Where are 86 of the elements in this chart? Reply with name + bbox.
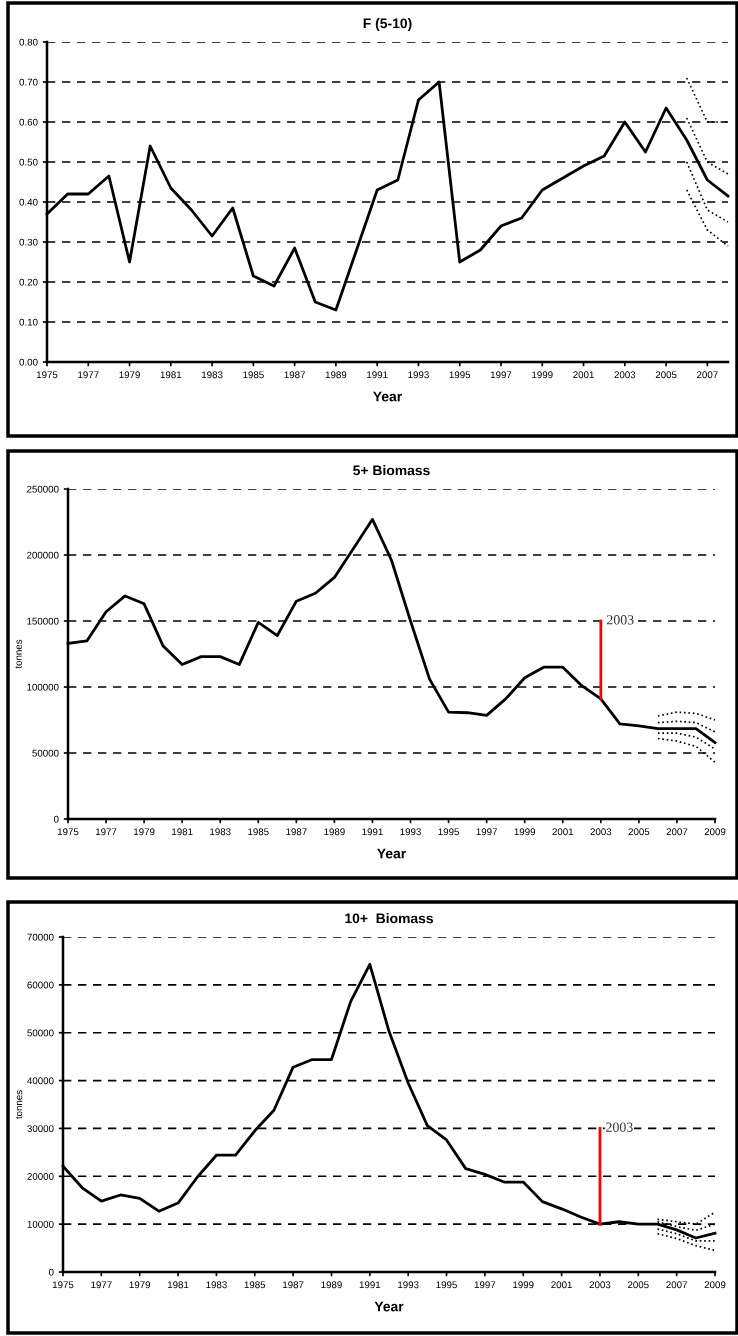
x-axis-title: Year <box>373 391 402 402</box>
y-tick-label: 0.10 <box>19 318 38 326</box>
x-tick-label: 1997 <box>490 371 512 379</box>
y-tick-label: 40000 <box>27 1077 54 1085</box>
x-tick-label: 1993 <box>398 1281 419 1289</box>
x-axis-title: Year <box>374 1301 404 1312</box>
y-tick-label: 50000 <box>32 749 59 757</box>
x-tick-label: 2001 <box>551 1281 572 1289</box>
x-tick-label: 1995 <box>436 1281 457 1289</box>
chart-title: 10+ Biomass <box>345 913 434 924</box>
y-tick-label: 10000 <box>27 1220 54 1228</box>
x-tick-label: 2007 <box>666 828 688 836</box>
y-axis-title: tonnes <box>15 1090 23 1119</box>
x-tick-label: 1981 <box>172 828 193 836</box>
x-tick-label: 1987 <box>283 1281 304 1289</box>
x-tick-label: 1985 <box>248 828 269 836</box>
x-axis-title: Year <box>377 848 406 859</box>
x-tick-label: 2001 <box>552 828 574 836</box>
x-tick-label: 2009 <box>704 828 726 836</box>
y-tick-label: 0.50 <box>19 158 38 166</box>
x-tick-label: 1987 <box>286 828 307 836</box>
x-tick-label: 1975 <box>36 371 58 379</box>
x-tick-label: 2005 <box>627 1281 649 1289</box>
y-tick-label: 250000 <box>27 485 59 493</box>
y-tick-label: 200000 <box>27 551 59 559</box>
x-tick-label: 1979 <box>129 1281 151 1289</box>
x-tick-label: 1977 <box>95 828 117 836</box>
x-tick-label: 1991 <box>367 371 388 379</box>
x-tick-label: 1991 <box>362 828 383 836</box>
x-tick-label: 1981 <box>160 371 182 379</box>
y-tick-label: 50000 <box>27 1029 54 1037</box>
x-tick-label: 2001 <box>573 371 594 379</box>
y-tick-label: 30000 <box>27 1125 54 1133</box>
x-tick-label: 2005 <box>655 371 677 379</box>
x-tick-label: 1989 <box>325 371 347 379</box>
y-tick-label: 70000 <box>27 933 54 941</box>
y-tick-label: 150000 <box>27 617 59 625</box>
x-tick-label: 1997 <box>474 1281 496 1289</box>
x-tick-label: 1993 <box>400 828 421 836</box>
annotation: 2003 <box>606 615 634 625</box>
x-tick-label: 1977 <box>78 371 99 379</box>
x-tick-label: 1995 <box>449 371 471 379</box>
x-tick-label: 1991 <box>359 1281 381 1289</box>
x-tick-label: 1997 <box>476 828 497 836</box>
x-tick-label: 2009 <box>704 1281 726 1289</box>
x-tick-label: 1977 <box>91 1281 112 1289</box>
x-tick-label: 1987 <box>284 371 305 379</box>
y-tick-label: 0 <box>48 1268 54 1276</box>
y-tick-label: 0.20 <box>19 278 38 286</box>
y-tick-label: 100000 <box>27 683 59 691</box>
x-tick-label: 2007 <box>697 371 718 379</box>
x-tick-label: 1999 <box>532 371 553 379</box>
x-tick-label: 1983 <box>206 1281 227 1289</box>
y-tick-label: 20000 <box>27 1173 54 1180</box>
x-tick-label: 1975 <box>52 1281 74 1289</box>
y-tick-label: 0 <box>53 815 59 823</box>
y-axis-title: tonnes <box>15 639 22 669</box>
y-tick-label: 0.00 <box>19 358 38 366</box>
x-tick-label: 1975 <box>57 828 79 836</box>
x-tick-label: 2007 <box>666 1281 687 1289</box>
x-tick-label: 1985 <box>243 371 264 379</box>
x-tick-label: 1983 <box>210 828 231 836</box>
x-tick-label: 1995 <box>438 828 459 836</box>
chart-title: F (5-10) <box>363 18 412 31</box>
annotation: 2003 <box>606 1122 633 1132</box>
x-tick-label: 1979 <box>119 371 140 379</box>
y-tick-label: 60000 <box>27 981 54 989</box>
x-tick-label: 1981 <box>167 1281 189 1289</box>
x-tick-label: 1983 <box>202 371 223 379</box>
x-tick-label: 1993 <box>408 371 429 379</box>
x-tick-label: 1985 <box>244 1281 266 1289</box>
y-tick-label: 0.60 <box>19 118 38 126</box>
y-tick-label: 0.70 <box>19 78 38 86</box>
x-tick-label: 1999 <box>514 828 536 836</box>
x-tick-label: 2003 <box>614 371 636 379</box>
x-tick-label: 1999 <box>513 1281 534 1289</box>
x-tick-label: 2003 <box>590 828 612 836</box>
x-tick-label: 2005 <box>628 828 650 836</box>
y-tick-label: 0.30 <box>19 238 38 246</box>
x-tick-label: 1979 <box>134 828 155 836</box>
y-tick-label: 0.80 <box>19 38 38 46</box>
x-tick-label: 1989 <box>321 1281 342 1289</box>
x-tick-label: 1989 <box>324 828 345 836</box>
y-tick-label: 0.40 <box>19 198 38 206</box>
x-tick-label: 2003 <box>589 1281 611 1289</box>
chart-title: 5+ Biomass <box>353 465 430 476</box>
